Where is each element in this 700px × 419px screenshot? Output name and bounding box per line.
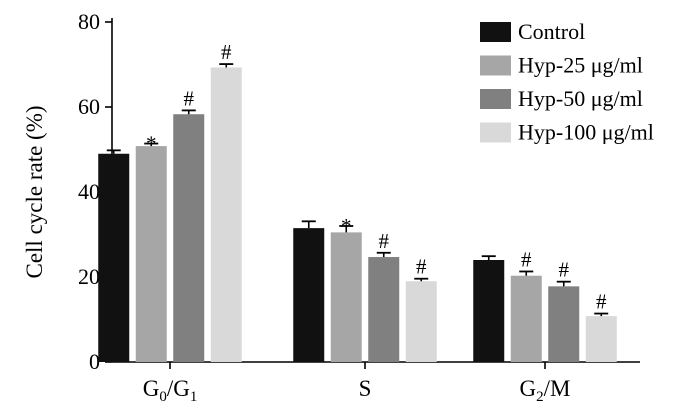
y-tick-label: 0: [89, 349, 100, 374]
bar: [368, 257, 400, 362]
legend-swatch: [480, 22, 511, 42]
legend-label: Hyp-100 μg/ml: [518, 120, 654, 145]
legend-label: Hyp-25 μg/ml: [518, 53, 643, 78]
bar: [98, 153, 130, 362]
bar: [210, 67, 242, 362]
bar: [473, 260, 505, 362]
significance-mark: #: [596, 290, 607, 314]
significance-mark: *: [146, 132, 157, 156]
legend-swatch: [480, 89, 511, 109]
significance-mark: #: [184, 86, 195, 110]
y-tick-label: 60: [78, 94, 100, 119]
significance-mark: #: [559, 258, 570, 282]
bar: [585, 316, 617, 362]
significance-mark: #: [416, 255, 427, 279]
legend-label: Control: [518, 19, 585, 44]
y-tick-label: 80: [78, 9, 100, 34]
legend-swatch: [480, 55, 511, 76]
bar: [135, 146, 167, 362]
legend: Control Hyp-25 μg/ml Hyp-50 μg/ml Hyp-100 μ…: [480, 19, 654, 145]
y-tick-label: 40: [78, 179, 100, 204]
bar: [293, 228, 325, 362]
bar: [405, 281, 437, 362]
legend-swatch: [480, 122, 511, 143]
axes: 0 20 40 60 80 Cell cycle rate (%) G0/G1 S G2/M: [22, 9, 640, 405]
significance-mark: #: [521, 247, 532, 271]
legend-label: Hyp-50 μg/ml: [518, 86, 643, 111]
significance-mark: #: [379, 229, 390, 253]
significance-mark: #: [221, 40, 232, 64]
significance-mark: *: [341, 214, 352, 238]
bar: [510, 275, 542, 362]
bar: [173, 114, 205, 362]
bar: [330, 232, 362, 362]
x-tick-label: G0/G1: [143, 376, 198, 405]
bar: [548, 286, 580, 362]
y-tick-label: 20: [78, 264, 100, 289]
x-tick-label: S: [359, 376, 372, 401]
y-axis-title: Cell cycle rate (%): [22, 105, 47, 278]
x-tick-label: G2/M: [520, 376, 571, 405]
bars-group: * # # * # # # # #: [98, 40, 617, 362]
